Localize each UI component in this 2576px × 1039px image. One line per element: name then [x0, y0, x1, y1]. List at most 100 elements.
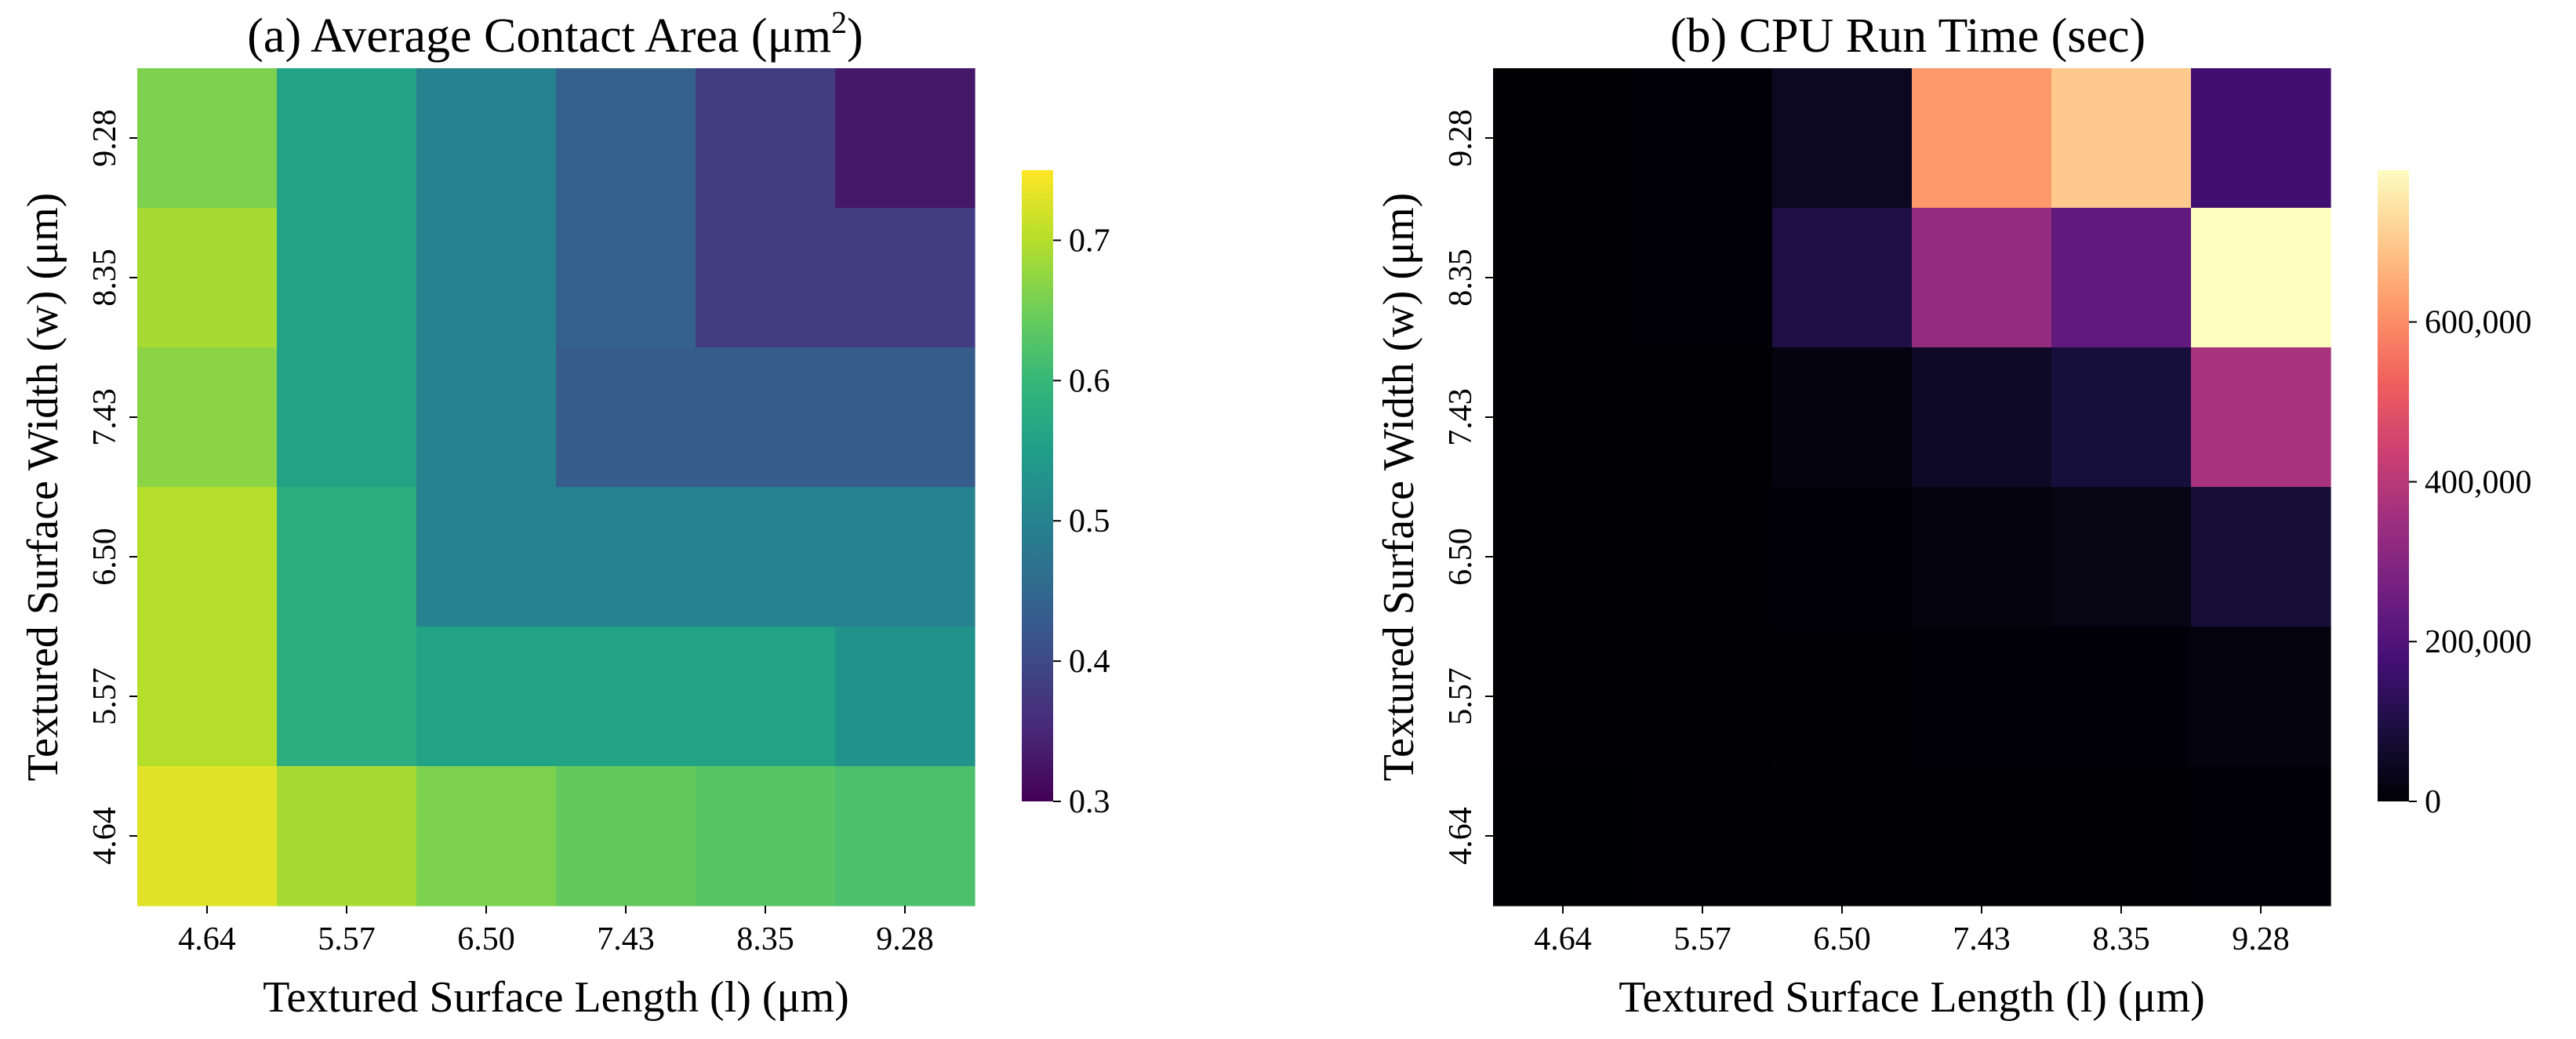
x-tick-label: 8.35 [736, 921, 794, 957]
x-tick-label: 6.50 [1813, 921, 1871, 957]
y-tick-label: 5.57 [87, 667, 123, 725]
x-tick-label: 7.43 [597, 921, 655, 957]
heatmap-cell [1772, 627, 1913, 767]
heatmap-cell [1912, 766, 2052, 906]
heatmap-cell [1633, 208, 1773, 348]
heatmap-cell [1633, 347, 1773, 488]
heatmap-panel-a: 4.64 5.57 6.50 7.43 8.35 9.28 9.28 8.35 7.43 6.50… [19, 5, 1110, 1022]
heatmap-cell [1772, 487, 1913, 627]
heatmap-cell [696, 347, 836, 488]
heatmap-cell [1912, 68, 2052, 209]
heatmap-cell [696, 766, 836, 906]
y-axis-label: Textured Surface Width (w) (μm) [19, 193, 67, 782]
y-tick-label: 8.35 [87, 249, 123, 307]
heatmap-cell [1633, 68, 1773, 209]
heatmap-cell [1772, 766, 1913, 906]
heatmap-cell [416, 487, 557, 627]
heatmap-cell [2051, 68, 2192, 209]
heatmap-cell [1633, 766, 1773, 906]
x-tick-label: 5.57 [1673, 921, 1731, 957]
heatmap-cell [1493, 627, 1633, 767]
heatmap-cell [2191, 208, 2331, 348]
heatmap-cell [1772, 68, 1913, 209]
heatmap-cell [835, 347, 976, 488]
colorbar-tick-label: 0.3 [1069, 784, 1110, 820]
heatmap-cell [277, 766, 417, 906]
heatmap-panel-b: 4.64 5.57 6.50 7.43 8.35 9.28 9.28 8.35 7.43 6.50… [1375, 9, 2532, 1022]
heatmap-cell [2191, 766, 2331, 906]
heatmap-cell [1772, 208, 1913, 348]
heatmap-cell [277, 68, 417, 209]
chart-title: (a) Average Contact Area (μm2) [247, 5, 863, 63]
heatmap-cell [137, 487, 278, 627]
heatmap-cell [416, 766, 557, 906]
x-tick-label: 9.28 [2232, 921, 2290, 957]
heatmap-cell [2191, 68, 2331, 209]
heatmap-cell [277, 487, 417, 627]
heatmap-cell [2051, 766, 2192, 906]
heatmap-cell [556, 347, 696, 488]
x-tick-label: 8.35 [2092, 921, 2150, 957]
heatmap-cell [2191, 347, 2331, 488]
heatmap-cell [1493, 68, 1633, 209]
heatmap-cell [137, 347, 278, 488]
heatmap-cell [137, 766, 278, 906]
y-tick-label: 7.43 [87, 388, 123, 446]
colorbar-tick-label: 0.6 [1069, 363, 1110, 399]
x-tick-label: 6.50 [457, 921, 515, 957]
heatmap-cell [556, 487, 696, 627]
heatmap-cell [696, 68, 836, 209]
heatmap-cell [556, 68, 696, 209]
heatmap-cell [1912, 487, 2052, 627]
y-tick-label: 9.28 [1443, 109, 1479, 167]
heatmap-cell [835, 766, 976, 906]
heatmap-cell [1493, 347, 1633, 488]
y-tick-label: 4.64 [87, 807, 123, 865]
x-axis-label: Textured Surface Length (l) (μm) [263, 973, 849, 1022]
y-tick-label: 5.57 [1443, 667, 1479, 725]
heatmap-cell [1912, 208, 2052, 348]
chart-title: (b) CPU Run Time (sec) [1670, 9, 2145, 63]
heatmap-cell [696, 627, 836, 767]
heatmap-cell [416, 347, 557, 488]
heatmap-cell [1493, 766, 1633, 906]
x-axis-label: Textured Surface Length (l) (μm) [1619, 973, 2205, 1022]
x-tick-label: 4.64 [178, 921, 236, 957]
colorbar [1022, 170, 1053, 801]
heatmap-cell [137, 68, 278, 209]
heatmap-cell [556, 627, 696, 767]
heatmap-cell [1912, 627, 2052, 767]
heatmap-cell [2191, 487, 2331, 627]
heatmap-cell [1772, 347, 1913, 488]
y-tick-label: 6.50 [1443, 528, 1479, 586]
heatmap-cell [277, 627, 417, 767]
colorbar-tick-label: 0.5 [1069, 503, 1110, 539]
heatmap-cell [137, 627, 278, 767]
colorbar-tick-label: 0 [2425, 784, 2441, 820]
heatmap-cell [835, 208, 976, 348]
heatmap-cell [2051, 208, 2192, 348]
heatmap-cell [137, 208, 278, 348]
heatmap-cell [835, 68, 976, 209]
heatmap-cell [1633, 627, 1773, 767]
colorbar-tick-label: 200,000 [2425, 624, 2532, 660]
x-tick-label: 4.64 [1534, 921, 1592, 957]
heatmap-cell [696, 487, 836, 627]
y-axis-label: Textured Surface Width (w) (μm) [1375, 193, 1423, 782]
heatmap-cell [1633, 487, 1773, 627]
heatmap-cell [416, 208, 557, 348]
heatmap-cell [556, 208, 696, 348]
heatmap-cell [416, 68, 557, 209]
colorbar-tick-label: 600,000 [2425, 305, 2532, 341]
heatmap-cell [2051, 627, 2192, 767]
colorbar-tick-label: 0.7 [1069, 223, 1110, 259]
y-tick-label: 9.28 [87, 109, 123, 167]
x-tick-label: 7.43 [1953, 921, 2011, 957]
heatmap-cell [2051, 487, 2192, 627]
y-tick-label: 8.35 [1443, 249, 1479, 307]
x-tick-label: 9.28 [876, 921, 934, 957]
y-tick-label: 4.64 [1443, 807, 1479, 865]
colorbar-tick-label: 0.4 [1069, 644, 1110, 680]
heatmap-cell [416, 627, 557, 767]
